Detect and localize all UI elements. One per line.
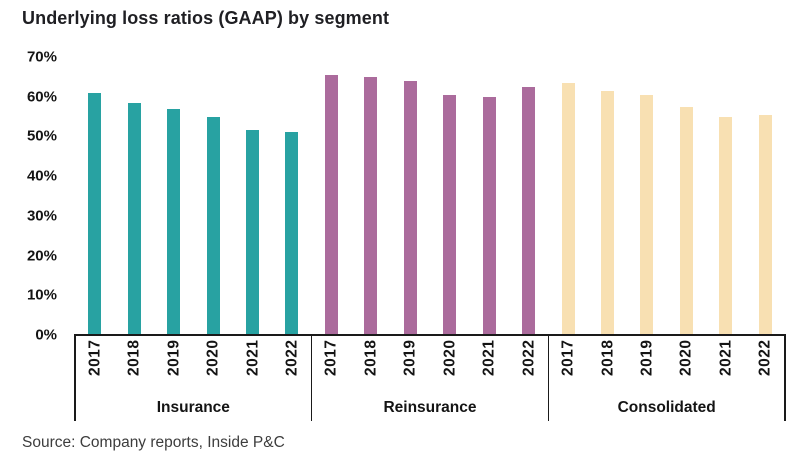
bar-reinsurance-2020: [443, 94, 457, 335]
source-note: Source: Company reports, Inside P&C: [22, 434, 285, 451]
x-axis-year-label: 2017: [559, 339, 577, 376]
x-axis-year-label: 2021: [717, 339, 735, 376]
y-axis-tick-label: 30%: [26, 207, 57, 225]
y-axis-tick-label: 10%: [26, 286, 57, 304]
segment-label-consolidated: Consolidated: [617, 399, 716, 416]
x-axis-line: [75, 334, 785, 336]
bar-reinsurance-2019: [403, 80, 417, 335]
bar-insurance-2022: [285, 132, 299, 335]
segment-divider: [547, 334, 550, 421]
bar-insurance-2019: [167, 108, 181, 335]
x-axis-year-label: 2019: [165, 339, 183, 376]
bar-reinsurance-2022: [522, 86, 536, 335]
y-axis-tick-label: 40%: [26, 167, 57, 185]
x-axis-year-label: 2021: [244, 339, 261, 376]
segment-divider: [784, 334, 786, 421]
x-axis-year-label: 2021: [480, 339, 498, 376]
x-axis-year-label: 2019: [401, 339, 419, 376]
bar-reinsurance-2021: [482, 96, 496, 335]
bar-consolidated-2022: [758, 114, 772, 335]
x-axis-year-label: 2022: [520, 339, 538, 376]
segment-divider: [74, 334, 76, 421]
segment-label-reinsurance: Reinsurance: [383, 399, 477, 416]
y-axis-tick-label: 70%: [26, 48, 57, 66]
bar-insurance-2017: [88, 92, 102, 335]
x-axis-year-label: 2018: [125, 339, 143, 376]
y-axis-tick-label: 60%: [26, 88, 57, 106]
bar-consolidated-2019: [640, 94, 654, 335]
bar-consolidated-2020: [679, 106, 693, 335]
x-axis-year-label: 2019: [638, 339, 656, 376]
y-axis-tick-label: 50%: [26, 127, 57, 145]
x-axis-year-label: 2017: [86, 339, 104, 376]
y-axis-tick-label: 0%: [35, 326, 57, 344]
bar-reinsurance-2017: [324, 74, 338, 335]
bar-insurance-2020: [206, 116, 220, 335]
x-axis-year-label: 2022: [756, 339, 774, 376]
bar-insurance-2021: [246, 130, 259, 335]
x-axis-year-label: 2017: [322, 339, 340, 376]
x-axis-year-label: 2020: [204, 339, 222, 376]
x-axis-year-label: 2018: [599, 339, 616, 376]
bar-consolidated-2017: [561, 82, 575, 335]
bar-consolidated-2018: [601, 90, 614, 335]
bar-insurance-2018: [127, 102, 141, 335]
x-axis-year-label: 2018: [362, 339, 380, 376]
bar-consolidated-2021: [719, 116, 733, 335]
y-axis-tick-label: 20%: [26, 247, 57, 265]
x-axis-year-label: 2020: [677, 339, 695, 376]
segment-label-insurance: Insurance: [156, 399, 230, 416]
chart-title: Underlying loss ratios (GAAP) by segment: [22, 8, 390, 28]
bar-reinsurance-2018: [364, 76, 378, 335]
x-axis-year-label: 2020: [441, 339, 459, 376]
segment-divider: [310, 334, 313, 421]
x-axis-year-label: 2022: [283, 339, 301, 376]
